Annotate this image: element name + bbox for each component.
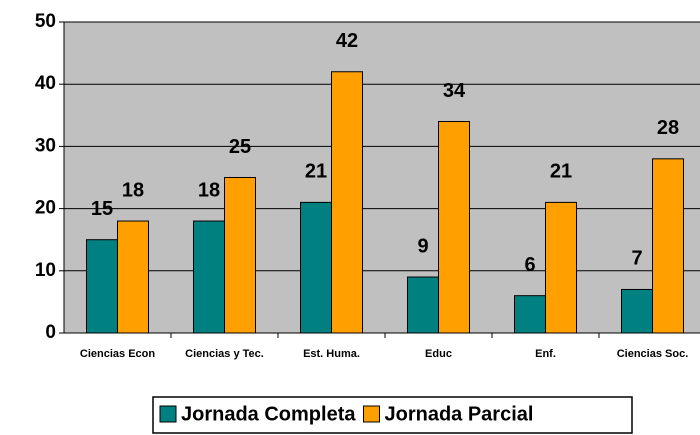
y-tick-label: 40 [35,73,56,94]
data-label: 21 [550,161,572,183]
y-tick-label: 20 [35,198,56,219]
legend: Jornada Completa Jornada Parcial [152,396,633,434]
bar [193,220,225,334]
legend-label: Jornada Parcial [384,403,533,425]
bar [117,220,149,334]
bar [545,201,577,334]
bar [621,288,653,334]
data-label: 28 [657,117,679,139]
data-label: 25 [229,136,251,158]
data-label: 18 [198,179,220,201]
y-tick-label: 50 [35,11,56,32]
x-tick-label: Ciencias y Tec. [185,348,264,360]
x-tick-label: Ciencias Soc. [617,348,689,360]
bar [224,177,256,334]
data-label: 6 [524,254,535,276]
x-tick-label: Educ [425,348,452,360]
data-label: 7 [631,248,642,270]
data-label: 21 [305,161,327,183]
data-label: 9 [417,235,428,257]
bar [407,276,439,334]
x-tick-label: Ciencias Econ [80,348,155,360]
bar [331,71,363,334]
data-label: 18 [122,179,144,201]
legend-box [152,396,633,434]
bar [514,295,546,334]
x-tick-label: Est. Huma. [303,348,360,360]
legend-swatch [159,405,177,423]
y-tick-label: 10 [35,260,56,281]
legend-swatch [362,405,380,423]
x-tick-label: Enf. [535,348,556,360]
bar [300,201,332,334]
bar [438,121,470,334]
bar [86,239,118,334]
data-label: 15 [91,198,113,220]
data-label: 34 [443,80,466,102]
plot-area [64,22,700,333]
y-tick-label: 0 [45,322,56,343]
y-tick-label: 30 [35,135,56,156]
bar [652,158,684,334]
data-label: 42 [336,30,358,52]
legend-label: Jornada Completa [181,403,356,425]
